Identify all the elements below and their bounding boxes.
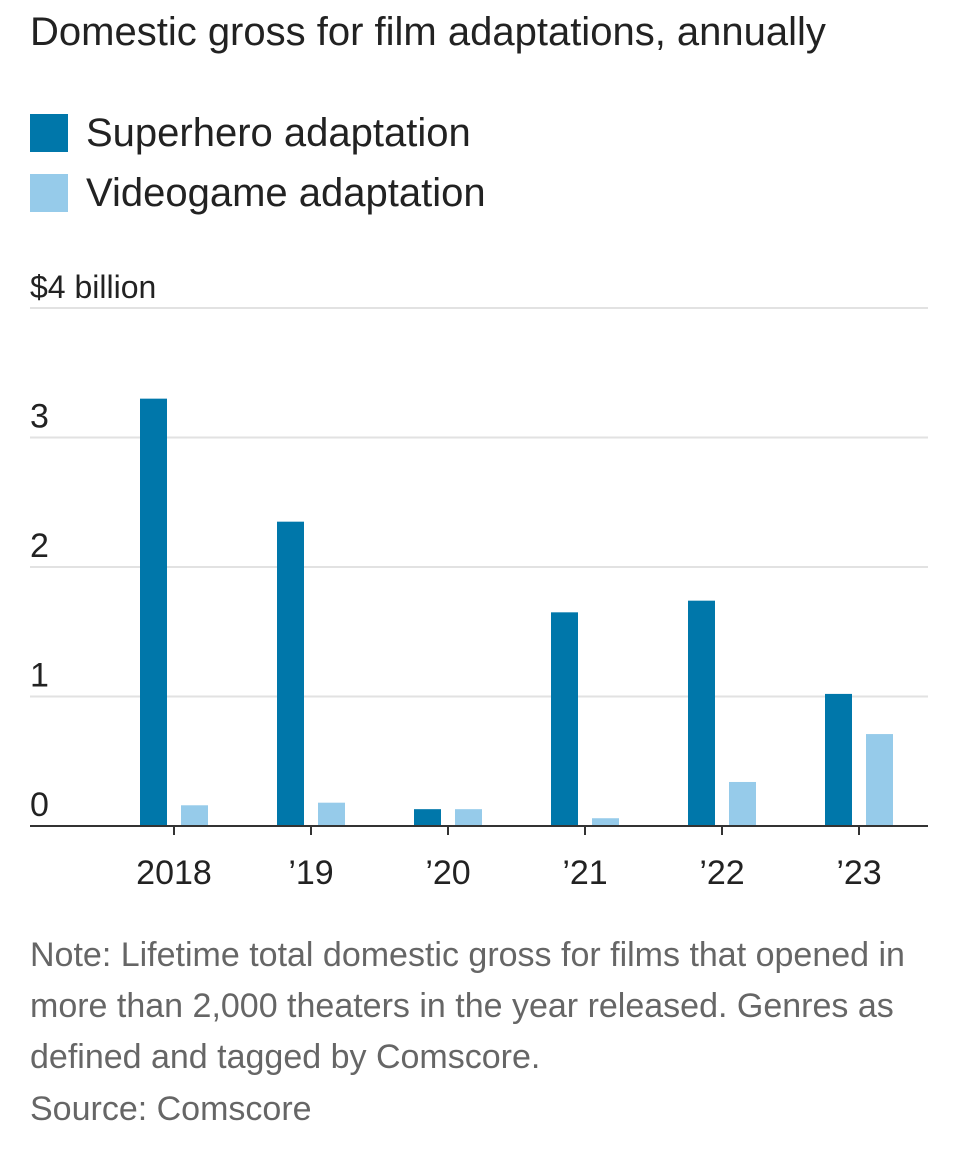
bar-chart: 0 1 2 3 $4 billion 2018 ’19 ’20 ’21 ’22 ’23 [30,269,928,892]
legend-label-videogame: Videogame adaptation [86,171,486,215]
legend-item-videogame: Videogame adaptation [30,168,486,218]
legend-label-superhero: Superhero adaptation [86,111,471,155]
bar-videogame-3 [592,818,619,826]
bar-superhero-3 [551,612,578,826]
y-tick-label-4: $4 billion [30,269,156,305]
bar-videogame-1 [318,802,345,826]
bar-superhero-0 [140,398,167,826]
bar-videogame-0 [181,805,208,826]
y-tick-label-2: 2 [30,527,49,565]
bar-superhero-2 [414,809,441,826]
bar-superhero-4 [688,600,715,826]
x-tick-label-4: ’22 [699,854,744,892]
legend: Superhero adaptation Videogame adaptatio… [30,108,486,228]
x-tick-label-3: ’21 [562,854,607,892]
legend-swatch-videogame [30,174,68,212]
y-tick-label-1: 1 [30,657,49,695]
legend-item-superhero: Superhero adaptation [30,108,486,158]
x-tick-label-2: ’20 [425,854,470,892]
bar-videogame-2 [455,809,482,826]
chart-source: Source: Comscore [30,1090,312,1128]
x-tick-label-5: ’23 [836,854,881,892]
chart-note: Note: Lifetime total domestic gross for … [30,936,905,1076]
bar-videogame-4 [729,781,756,826]
x-tick-label-1: ’19 [288,854,333,892]
bar-videogame-5 [866,734,893,826]
x-tick-label-0: 2018 [136,854,212,892]
chart-title: Domestic gross for film adaptations, ann… [30,10,826,54]
legend-swatch-superhero [30,114,68,152]
y-tick-label-0: 0 [30,786,49,824]
bar-superhero-1 [277,521,304,826]
y-tick-label-3: 3 [30,398,49,436]
bar-superhero-5 [825,693,852,826]
